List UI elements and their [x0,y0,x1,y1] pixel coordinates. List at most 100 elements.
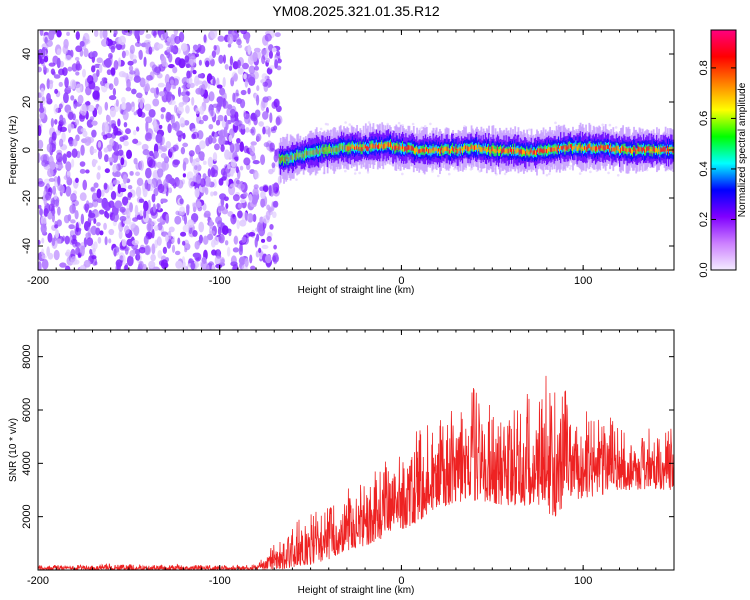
heatmap-cell [165,111,171,123]
heatmap-cell [156,202,160,209]
heatmap-cell [283,158,285,163]
heatmap-cell [464,144,466,151]
heatmap-cell [153,118,157,129]
heatmap-cell [41,46,46,58]
heatmap-cell [41,248,45,256]
heatmap-cell [247,213,254,223]
heatmap-cell [467,146,470,152]
heatmap-cell [100,189,105,197]
heatmap-cell [158,145,164,150]
heatmap-cell [608,145,610,150]
heatmap-cell [227,163,231,170]
heatmap-cell [124,30,129,33]
heatmap-cell [348,123,352,126]
heatmap-cell [153,151,159,159]
heatmap-cell [160,152,167,159]
heatmap-cell [340,143,343,150]
heatmap-cell [661,148,664,152]
heatmap-cell [448,149,451,154]
heatmap-cell [151,153,155,163]
heatmap-cell [489,149,492,154]
heatmap-cell [347,146,350,152]
y-tick-label: 2000 [21,504,33,528]
heatmap-cell [429,122,432,126]
heatmap-cell [253,184,259,190]
heatmap-cell [278,156,281,161]
heatmap-cell [611,147,614,153]
heatmap-cell [72,138,78,147]
heatmap-cell [529,150,532,154]
heatmap-cell [168,187,173,194]
heatmap-cell [245,127,250,133]
heatmap-cell [38,239,41,245]
heatmap-cell [112,211,119,223]
heatmap-cell [121,96,126,104]
heatmap-cell [195,107,200,115]
heatmap-cell [38,181,45,188]
heatmap-cell [361,147,364,152]
heatmap-cell [114,200,123,209]
heatmap-cell [46,143,53,153]
heatmap-cell [182,173,187,178]
heatmap-cell [548,146,550,152]
heatmap-cell [332,147,335,152]
heatmap-cell [93,241,98,250]
heatmap-cell [310,150,313,155]
heatmap-cell [473,145,476,150]
heatmap-cell [205,60,210,68]
heatmap-cell [38,204,42,209]
heatmap-cell [170,114,176,125]
heatmap-cell [139,99,144,110]
heatmap-cell [235,119,241,127]
heatmap-cell [156,168,164,178]
heatmap-cell [139,210,143,217]
heatmap-cell [211,137,217,144]
heatmap-cell [513,148,515,155]
heatmap-cell [170,45,176,53]
heatmap-cell [80,104,87,116]
heatmap-cell [623,147,626,152]
heatmap-cell [256,133,262,142]
heatmap-cell [91,65,96,73]
heatmap-cell [194,187,200,198]
heatmap-cell [218,233,225,244]
heatmap-cell [56,48,62,56]
heatmap-cell [527,128,531,131]
y-tick-label: 8000 [21,344,33,368]
heatmap-cell [629,148,632,154]
heatmap-cell [587,145,590,150]
heatmap-cell [437,174,440,178]
heatmap-cell [671,146,674,152]
heatmap-cell [543,149,546,153]
heatmap-cell [217,205,225,211]
heatmap-cell [562,146,565,151]
heatmap-cell [364,144,367,149]
heatmap-cell [453,147,456,152]
heatmap-cell [126,149,133,160]
heatmap-cell [109,182,114,191]
heatmap-cell [224,114,228,122]
heatmap-cell [232,263,239,270]
heatmap-cell [271,162,276,169]
heatmap-cell [649,149,652,154]
heatmap-cell [75,246,81,256]
heatmap-cell [195,160,200,166]
heatmap-cell [353,172,357,175]
heatmap-cell [96,90,100,101]
heatmap-cell [157,222,163,231]
heatmap-cell [427,148,429,153]
heatmap-cell [344,169,347,173]
heatmap-cell [42,64,47,71]
heatmap-cell [181,240,186,246]
heatmap-cell [215,216,223,225]
heatmap-cell [185,204,190,211]
heatmap-cell [303,152,306,158]
heatmap-cell [211,50,217,58]
heatmap-cell [352,145,355,149]
heatmap-cell [238,246,243,256]
heatmap-cell [54,88,59,94]
heatmap-cell [651,149,654,155]
heatmap-cell [273,244,277,250]
heatmap-cell [430,148,433,154]
heatmap-cell [123,140,129,147]
